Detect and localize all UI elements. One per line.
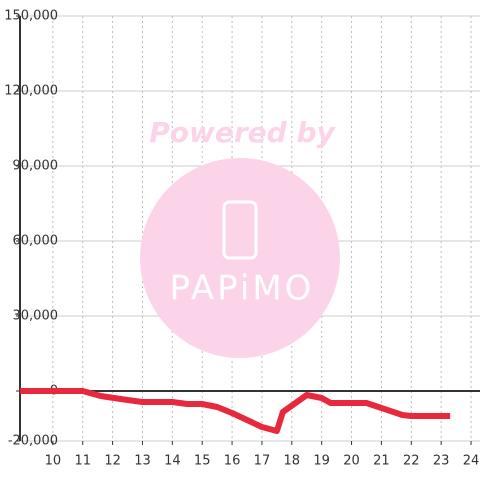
x-tick-label: 23: [433, 454, 450, 469]
x-tick-label: 18: [284, 454, 301, 469]
y-tick-label: 120,000: [4, 84, 58, 99]
watermark-phone: [222, 200, 258, 260]
y-tick-label: -20,000: [8, 434, 58, 449]
x-tick-label: 24: [463, 454, 480, 469]
y-tick-label: 60,000: [13, 234, 59, 249]
x-tick-label: 14: [164, 454, 181, 469]
y-tick-label: 90,000: [13, 159, 59, 174]
watermark-text: Powered by: [149, 116, 336, 149]
y-tick-label: 150,000: [4, 9, 58, 24]
x-tick-label: 20: [343, 454, 360, 469]
watermark-logo: PAPiMO: [170, 269, 315, 309]
x-tick-label: 21: [373, 454, 390, 469]
series-line: [20, 388, 451, 434]
x-tick-label: 13: [134, 454, 151, 469]
x-tick-label: 22: [403, 454, 420, 469]
x-tick-label: 10: [45, 454, 62, 469]
y-tick-label: 30,000: [13, 309, 59, 324]
x-tick-label: 11: [74, 454, 91, 469]
x-tick-label: 19: [313, 454, 330, 469]
x-tick-label: 16: [224, 454, 241, 469]
x-tick-label: 15: [194, 454, 211, 469]
x-tick-label: 12: [104, 454, 121, 469]
x-tick-label: 17: [254, 454, 271, 469]
